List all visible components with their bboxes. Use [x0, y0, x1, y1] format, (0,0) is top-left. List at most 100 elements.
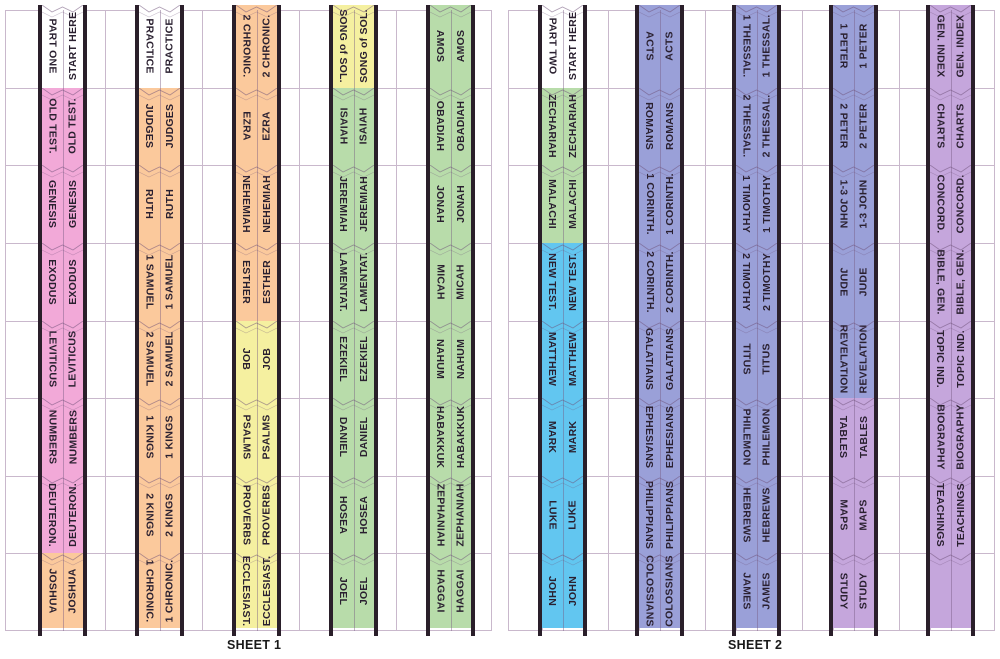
tab-label-right: ROMANS — [663, 102, 676, 151]
tab-label-right: 2 CHRONIC. — [260, 14, 273, 78]
tab-label-left: EZEKIEL — [337, 336, 350, 383]
tab-label-left: PART ONE — [46, 18, 59, 74]
tab-label-left: OBADIAH — [434, 101, 447, 152]
tab-label-right: DANIEL — [357, 416, 370, 458]
tab-label-right: ISAIAH — [357, 108, 370, 145]
tab-half-right: JOHN — [563, 553, 584, 628]
tab-label-right: BIBLE, GEN. — [954, 249, 967, 315]
tab-label-left: PRACTICE — [143, 18, 156, 74]
tab-half-right: NUMBERS — [63, 398, 84, 476]
strip-fold-line — [256, 10, 258, 631]
tab-label-right: 2 TIMOTHY — [760, 252, 773, 311]
tab-half-right: PROVERBS — [257, 476, 278, 554]
tab-half-right: ROMANS — [660, 88, 681, 166]
tab-cell: OBADIAH OBADIAH — [430, 87, 471, 166]
tab-half-right: HEBREWS — [757, 476, 778, 554]
tab-half-left: TABLES — [833, 398, 854, 476]
tab-label-right: JOHN — [566, 575, 579, 606]
tab-half-right: JOB — [257, 321, 278, 399]
tab-cell: 2 CHRONIC. 2 CHRONIC. — [236, 5, 277, 88]
sheet-2: PART TWO START HERE ZECHARIAH ZECHARIAH MALA… — [508, 0, 995, 659]
tab-label-left: 2 PETER — [837, 103, 850, 150]
tab-half-left: PHILIPPIANS — [639, 476, 660, 554]
tab-label-left: JUDE — [837, 267, 850, 297]
tab-cell: 1-3 JOHN 1-3 JOHN — [833, 165, 874, 243]
tab-half-left: ECCLESIAST. — [236, 553, 257, 628]
tab-half-right: JONAH — [451, 165, 472, 243]
tab-label-right: PHILEMON — [760, 408, 773, 466]
tab-half-right: HOSEA — [354, 476, 375, 554]
tab-half-right: BIOGRAPHY — [951, 398, 972, 476]
tab-half-right: EXODUS — [63, 243, 84, 321]
tab-strip: AMOS AMOS OBADIAH OBADIAH JONAH JONAH MICAH MIC… — [426, 5, 475, 636]
tab-half-left: AMOS — [430, 5, 451, 88]
tab-label-right: COLOSSIANS — [663, 554, 676, 627]
tab-cell: JONAH JONAH — [430, 165, 471, 243]
tab-label-right: ACTS — [663, 31, 676, 62]
tab-half-left: ZEPHANIAH — [430, 476, 451, 554]
tab-label-left: PHILIPPIANS — [643, 480, 656, 549]
tab-cell: ZECHARIAH ZECHARIAH — [542, 87, 583, 166]
tab-label-left: 2 CHRONIC. — [240, 14, 253, 78]
tab-half-right: NAHUM — [451, 321, 472, 399]
tab-label-right: MARK — [566, 420, 579, 454]
tab-label-left: NEW TEST. — [546, 252, 559, 311]
tab-half-right: JUDE — [854, 243, 875, 321]
tab-label-left: JOEL — [337, 576, 350, 605]
tab-label-right: JAMES — [760, 572, 773, 610]
tab-half-left: 1 KINGS — [139, 398, 160, 476]
tab-label-left: OLD TEST. — [46, 98, 59, 155]
tab-half-right: 1 THESSAL. — [757, 5, 778, 88]
tab-half-left: 2 SAMUEL — [139, 321, 160, 399]
tab-half-left: PROVERBS — [236, 476, 257, 554]
tab-cell: EZEKIEL EZEKIEL — [333, 320, 374, 399]
tab-label-left: ROMANS — [643, 102, 656, 151]
tab-half-right: BIBLE, GEN. — [951, 243, 972, 321]
tab-half-right: 2 KINGS — [160, 476, 181, 554]
strip-fold-line — [62, 10, 64, 631]
tab-cell: GALATIANS GALATIANS — [639, 320, 680, 399]
tab-label-left: HAGGAI — [434, 569, 447, 613]
tab-label-right: JONAH — [454, 185, 467, 223]
tab-half-left: DEUTERON. — [42, 476, 63, 554]
tab-half-left: HEBREWS — [736, 476, 757, 554]
tab-half-right: MAPS — [854, 476, 875, 554]
tab-label-left: TABLES — [837, 415, 850, 459]
tab-half-left: LUKE — [542, 476, 563, 554]
tab-half-left: PRACTICE — [139, 5, 160, 88]
tab-label-left: BIOGRAPHY — [934, 404, 947, 470]
tab-half-right: TOPIC IND. — [951, 321, 972, 399]
tab-half-right: MATTHEW — [563, 321, 584, 399]
tab-label-right: NUMBERS — [66, 409, 79, 465]
tab-label-right: NEW TEST. — [566, 252, 579, 311]
tab-half-left: EZRA — [236, 88, 257, 166]
tab-half-left: JOEL — [333, 553, 354, 628]
strip-fold-line — [562, 10, 564, 631]
tab-half-right: COLOSSIANS — [660, 553, 681, 628]
tab-half-left: JUDGES — [139, 88, 160, 166]
tab-label-right: NEHEMIAH — [260, 175, 273, 233]
tab-half-left: HAGGAI — [430, 553, 451, 628]
tab-half-right: MICAH — [451, 243, 472, 321]
tab-cell: DEUTERON. DEUTERON. — [42, 475, 84, 554]
tab-label-left: 2 KINGS — [143, 492, 156, 537]
tab-half-left: NUMBERS — [42, 398, 63, 476]
tab-half-left: ACTS — [639, 5, 660, 88]
tab-half-right: PHILEMON — [757, 398, 778, 476]
tab-cell: 1 CHRONIC. 1 CHRONIC. — [139, 553, 180, 628]
tab-label-right: RUTH — [163, 189, 176, 220]
tab-half-right: DEUTERON. — [63, 476, 84, 554]
tab-label-left: 1 THESSAL. — [740, 14, 753, 78]
tab-label-right: JUDGES — [163, 104, 176, 149]
tab-label-right: HABAKKUK — [454, 405, 467, 469]
tab-label-right: OBADIAH — [454, 101, 467, 152]
tab-label-right: LUKE — [566, 499, 579, 530]
tab-cell: COLOSSIANS COLOSSIANS — [639, 553, 680, 628]
tab-half-right: 1 PETER — [854, 5, 875, 88]
tab-label-left: PART TWO — [546, 17, 559, 75]
tab-half-right: TITUS — [757, 321, 778, 399]
tab-half-right: ACTS — [660, 5, 681, 88]
tab-half-right: 1 CORINTH. — [660, 165, 681, 243]
tab-half-right: SONG of SOL. — [354, 5, 375, 88]
tab-half-left: ROMANS — [639, 88, 660, 166]
